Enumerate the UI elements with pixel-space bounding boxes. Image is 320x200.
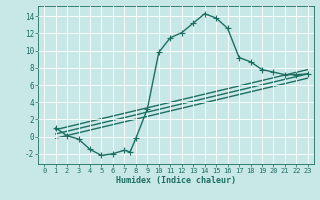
X-axis label: Humidex (Indice chaleur): Humidex (Indice chaleur) — [116, 176, 236, 185]
